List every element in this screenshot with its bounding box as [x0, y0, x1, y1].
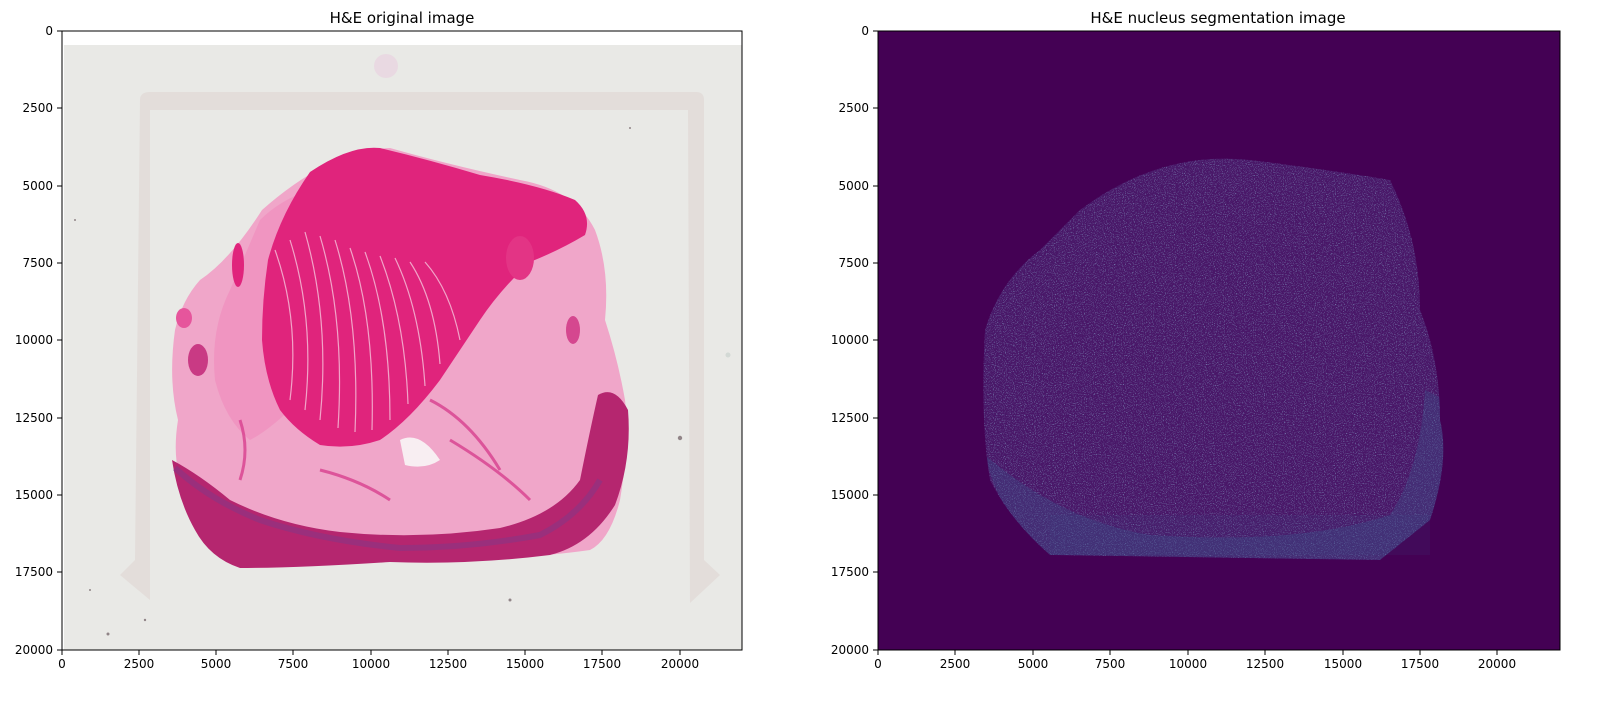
y-tick-label: 17500 [831, 565, 869, 579]
x-tick: 5000 [1018, 650, 1049, 671]
x-tick: 7500 [1095, 650, 1126, 671]
y-tick-label: 20000 [831, 643, 869, 657]
x-tick-label: 12500 [429, 657, 467, 671]
x-tick-label: 20000 [661, 657, 699, 671]
panel-segmentation: H&E nucleus segmentation image 0 2500 50… [831, 9, 1561, 671]
y-tick-label: 17500 [15, 565, 53, 579]
y-tick: 20000 [831, 643, 878, 657]
y-tick-label: 5000 [22, 179, 53, 193]
y-tick: 10000 [15, 333, 62, 347]
y-tick-label: 10000 [831, 333, 869, 347]
x-tick: 7500 [278, 650, 309, 671]
x-tick: 12500 [429, 650, 467, 671]
segmentation-image [878, 31, 1560, 650]
x-tick: 15000 [506, 650, 544, 671]
x-tick: 0 [874, 650, 882, 671]
panel-title: H&E original image [330, 9, 475, 27]
y-tick-label: 0 [861, 24, 869, 38]
x-tick-label: 12500 [1246, 657, 1284, 671]
y-tick: 2500 [838, 101, 878, 115]
panel-original: H&E original image 0 2500 5000 7500 1000… [15, 9, 743, 671]
y-tick-label: 10000 [15, 333, 53, 347]
y-tick: 5000 [838, 179, 878, 193]
y-tick: 7500 [838, 256, 878, 270]
y-axis: 0 2500 5000 7500 10000 12500 15000 17500… [831, 24, 878, 657]
x-tick-label: 2500 [124, 657, 155, 671]
y-tick-label: 2500 [22, 101, 53, 115]
x-tick-label: 7500 [278, 657, 309, 671]
y-tick: 20000 [15, 643, 62, 657]
x-axis: 0 2500 5000 7500 10000 12500 15000 17500… [58, 650, 699, 671]
x-tick-label: 7500 [1095, 657, 1126, 671]
x-tick: 15000 [1324, 650, 1362, 671]
y-tick-label: 12500 [15, 411, 53, 425]
y-tick: 17500 [15, 565, 62, 579]
x-tick: 17500 [583, 650, 621, 671]
x-tick-label: 5000 [201, 657, 232, 671]
x-tick-label: 15000 [1324, 657, 1362, 671]
x-tick: 20000 [1478, 650, 1516, 671]
x-tick: 12500 [1246, 650, 1284, 671]
y-tick: 17500 [831, 565, 878, 579]
y-tick-label: 15000 [15, 488, 53, 502]
x-tick-label: 15000 [506, 657, 544, 671]
y-tick-label: 20000 [15, 643, 53, 657]
y-tick: 5000 [22, 179, 62, 193]
y-tick-label: 5000 [838, 179, 869, 193]
x-tick-label: 0 [874, 657, 882, 671]
y-tick-label: 12500 [831, 411, 869, 425]
x-tick-label: 0 [58, 657, 66, 671]
y-tick: 12500 [15, 411, 62, 425]
x-tick: 10000 [1169, 650, 1207, 671]
y-tick: 15000 [831, 488, 878, 502]
x-tick: 20000 [661, 650, 699, 671]
y-tick: 2500 [22, 101, 62, 115]
y-tick-label: 7500 [22, 256, 53, 270]
x-tick-label: 5000 [1018, 657, 1049, 671]
y-axis: 0 2500 5000 7500 10000 12500 15000 17500… [15, 24, 62, 657]
x-tick: 5000 [201, 650, 232, 671]
x-tick: 2500 [940, 650, 971, 671]
y-tick: 12500 [831, 411, 878, 425]
x-tick: 17500 [1401, 650, 1439, 671]
x-axis: 0 2500 5000 7500 10000 12500 15000 17500… [874, 650, 1516, 671]
x-tick: 10000 [352, 650, 390, 671]
he-image [62, 31, 742, 650]
x-tick-label: 17500 [1401, 657, 1439, 671]
x-tick-label: 20000 [1478, 657, 1516, 671]
y-tick: 10000 [831, 333, 878, 347]
y-tick-label: 15000 [831, 488, 869, 502]
x-tick-label: 17500 [583, 657, 621, 671]
y-tick: 0 [861, 24, 878, 38]
y-tick: 15000 [15, 488, 62, 502]
y-tick-label: 2500 [838, 101, 869, 115]
x-tick-label: 10000 [1169, 657, 1207, 671]
y-tick-label: 7500 [838, 256, 869, 270]
x-tick: 0 [58, 650, 66, 671]
x-tick-label: 2500 [940, 657, 971, 671]
y-tick: 0 [45, 24, 62, 38]
y-tick: 7500 [22, 256, 62, 270]
y-tick-label: 0 [45, 24, 53, 38]
x-tick: 2500 [124, 650, 155, 671]
x-tick-label: 10000 [352, 657, 390, 671]
panel-title: H&E nucleus segmentation image [1090, 9, 1345, 27]
